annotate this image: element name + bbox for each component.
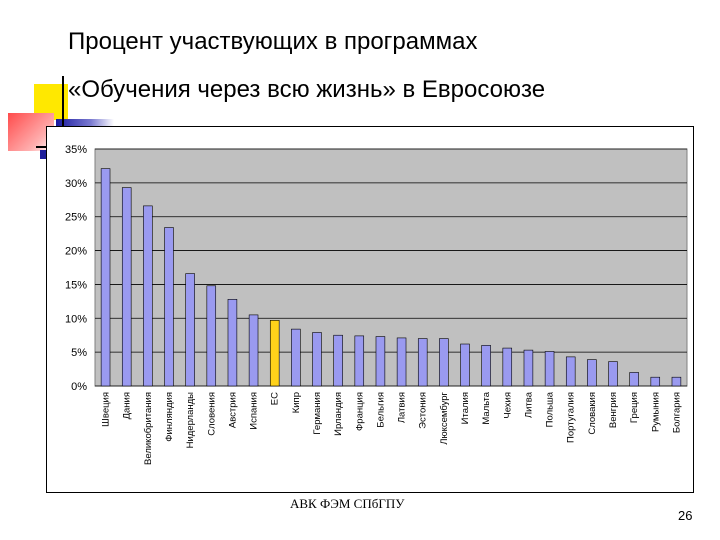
y-tick-label: 20% xyxy=(65,246,87,258)
x-tick-label: Мальта xyxy=(481,391,492,424)
x-tick-label: Ирландия xyxy=(333,392,344,436)
bar xyxy=(248,314,259,387)
x-tick-label: Кипр xyxy=(291,392,302,413)
x-tick-label: Люксембург xyxy=(439,391,450,444)
bar xyxy=(164,227,174,387)
x-tick-label: Словакия xyxy=(587,392,598,435)
y-tick-label: 30% xyxy=(65,178,87,190)
bar xyxy=(650,376,661,387)
x-tick-label: Литва xyxy=(523,391,534,418)
x-tick-label: Словения xyxy=(206,392,217,436)
bar xyxy=(291,328,301,387)
x-tick-label: Испания xyxy=(249,392,260,430)
bar xyxy=(460,343,470,387)
plot-area xyxy=(94,148,688,387)
bar xyxy=(629,372,639,387)
x-tick-label: Австрия xyxy=(227,392,238,428)
bar xyxy=(439,338,449,387)
x-tick-label: Венгрия xyxy=(608,392,619,428)
x-tick-label: Швеция xyxy=(101,392,112,427)
x-tick-label: Дания xyxy=(122,392,133,419)
x-tick-label: ЕС xyxy=(270,392,281,405)
x-tick-label: Латвия xyxy=(397,392,408,423)
x-tick-label: Франция xyxy=(354,392,365,431)
bar xyxy=(502,347,513,387)
bar xyxy=(375,336,386,387)
bar xyxy=(121,187,132,387)
bar xyxy=(185,273,195,387)
bar xyxy=(481,345,491,387)
bar xyxy=(354,335,365,387)
bar-chart: 0% 5% 10% 15% 20% 25% 30% 35% Швеция Дания Великоб… xyxy=(65,144,688,465)
y-tick-label: 25% xyxy=(65,212,87,224)
x-tick-label: Нидерланды xyxy=(185,392,196,449)
bar xyxy=(608,361,618,387)
bar xyxy=(544,351,555,387)
decor-bullet-square xyxy=(40,150,49,159)
x-tick-label: Бельгия xyxy=(375,392,386,428)
slide-title-line-2: «Обучения через всю жизнь» в Евросоюзе xyxy=(68,76,546,103)
chart-frame: 0% 5% 10% 15% 20% 25% 30% 35% Швеция Дания Великоб… xyxy=(46,126,694,493)
x-tick-label: Эстония xyxy=(418,392,429,429)
bar xyxy=(565,356,576,387)
decor-vertical-line xyxy=(62,76,64,154)
y-tick-label: 5% xyxy=(71,347,87,359)
x-tick-label: Болгария xyxy=(671,392,682,433)
bar xyxy=(587,359,597,387)
slide-title-line-1: Процент участвующих в программах xyxy=(68,28,478,55)
x-tick-label: Греция xyxy=(629,392,640,423)
bar xyxy=(100,168,111,387)
bar xyxy=(333,334,343,387)
x-tick-label: Португалия xyxy=(566,392,577,443)
bar xyxy=(269,320,280,387)
x-tick-label: Италия xyxy=(460,392,471,424)
bar xyxy=(143,205,153,387)
x-tick-label: Чехия xyxy=(502,392,513,419)
x-tick-label: Финляндия xyxy=(164,392,175,442)
bar xyxy=(227,299,238,387)
slide-footer: АВК ФЭМ СПбГПУ xyxy=(290,496,405,511)
bar xyxy=(396,337,407,387)
x-tick-label: Румыния xyxy=(650,392,661,432)
y-tick-label: 35% xyxy=(65,144,87,156)
bar xyxy=(312,332,322,387)
x-tick-label: Германия xyxy=(312,392,323,435)
page-number: 26 xyxy=(678,508,693,523)
y-tick-label: 15% xyxy=(65,279,87,291)
bar xyxy=(523,349,534,387)
x-tick-label: Польша xyxy=(545,391,556,427)
decor-blue-bar xyxy=(56,119,114,127)
y-tick-label: 0% xyxy=(71,381,87,393)
bar xyxy=(417,338,428,387)
bar xyxy=(206,285,217,387)
bar xyxy=(671,376,682,387)
x-tick-label: Великобритания xyxy=(143,392,154,465)
y-tick-label: 10% xyxy=(65,313,87,325)
